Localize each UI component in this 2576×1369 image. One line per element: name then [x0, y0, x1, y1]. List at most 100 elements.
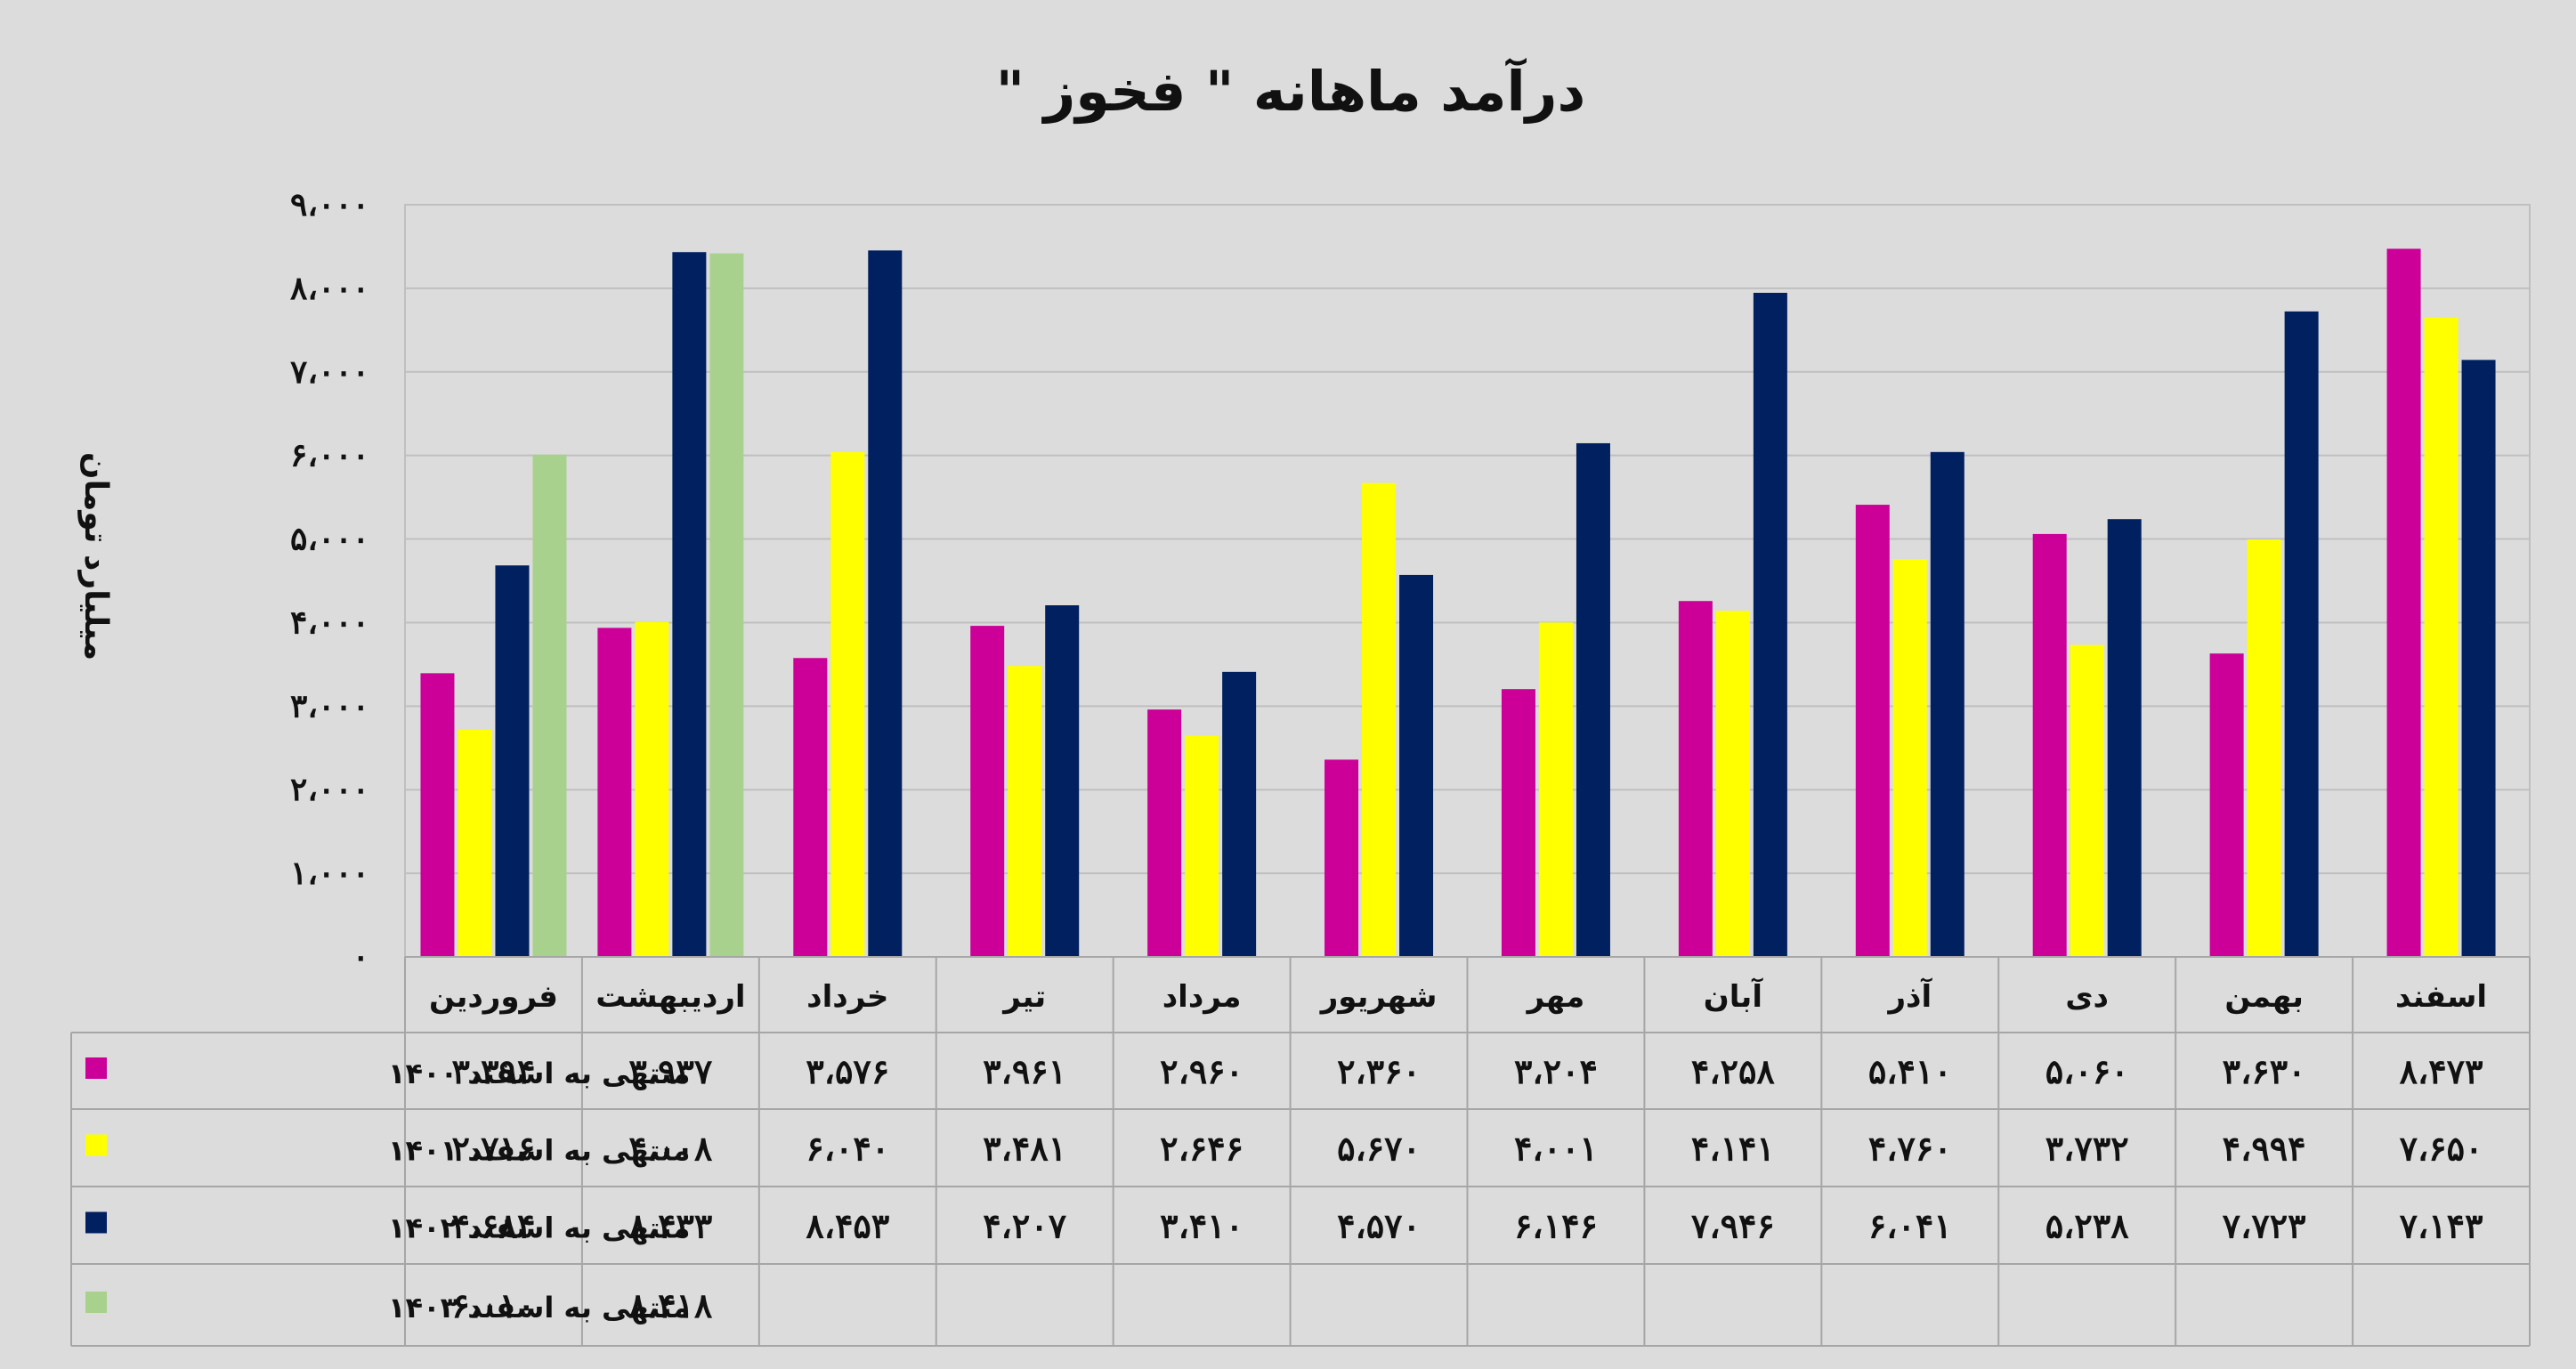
y-tick-label: ۴،۰۰۰: [290, 603, 369, 641]
data-label: ۳،۷۳۲: [2045, 1129, 2129, 1169]
bar: [420, 673, 455, 957]
data-label: ۳،۶۳۰: [2223, 1051, 2306, 1091]
bar: [2461, 360, 2496, 957]
bar: [1892, 559, 1927, 957]
bar: [2247, 539, 2281, 957]
legend-label: منتهی به اسفند ۱۴۰۲: [388, 1211, 690, 1245]
data-label: ۸،۴۳۳: [628, 1206, 712, 1246]
bar: [2284, 311, 2319, 957]
bar: [1399, 574, 1434, 957]
y-tick-label: ۳،۰۰۰: [290, 687, 369, 725]
data-label: ۳،۳۹۴: [452, 1051, 536, 1091]
y-tick-label: ۰: [352, 938, 369, 976]
data-label: ۲،۳۶۰: [1337, 1051, 1421, 1091]
bar: [2424, 317, 2459, 957]
bar: [1008, 666, 1042, 957]
bar: [970, 626, 1005, 957]
data-label: ۳،۴۸۱: [983, 1129, 1066, 1169]
data-label: ۸،۴۵۳: [806, 1206, 889, 1246]
data-label: ۵،۰۶۰: [2045, 1051, 2129, 1091]
data-label: ۴،۷۶۰: [1868, 1129, 1952, 1169]
data-label: ۷،۱۴۳: [2400, 1206, 2483, 1246]
bar: [2070, 644, 2104, 957]
bar: [1678, 601, 1713, 957]
data-label: ۳،۲۰۴: [1514, 1051, 1598, 1091]
y-tick-label: ۷،۰۰۰: [290, 353, 369, 391]
legend-label: منتهی به اسفند ۱۴۰۳: [388, 1291, 690, 1324]
bar: [1324, 759, 1359, 957]
data-label: ۴،۱۴۱: [1691, 1129, 1775, 1169]
data-label: ۲،۷۱۶: [452, 1129, 536, 1169]
bar: [495, 565, 530, 957]
bar: [2107, 519, 2142, 957]
bar: [672, 252, 707, 957]
legend-label: منتهی به اسفند ۱۴۰۰: [388, 1057, 690, 1090]
bar: [532, 454, 567, 957]
legend-label: منتهی به اسفند ۱۴۰۱: [388, 1134, 690, 1168]
legend-swatch: [85, 1057, 107, 1079]
x-tick-label: آبان: [1704, 977, 1764, 1015]
chart-title: درآمد ماهانه " فخوز ": [996, 57, 1586, 124]
data-label: ۴،۰۰۸: [628, 1129, 712, 1169]
y-axis-label: میلیارد تومان: [77, 452, 114, 660]
data-label: ۷،۷۲۳: [2223, 1206, 2306, 1246]
x-tick-label: شهریور: [1319, 979, 1438, 1015]
x-tick-label: فروردین: [429, 979, 558, 1015]
bar: [1855, 505, 1890, 957]
data-label: ۴،۹۹۴: [2223, 1129, 2306, 1169]
x-tick-label: اردیبهشت: [595, 979, 745, 1015]
data-label: ۴،۲۵۸: [1691, 1051, 1775, 1091]
bar: [1045, 605, 1080, 957]
bar: [2386, 248, 2421, 957]
x-tick-label: بهمن: [2224, 979, 2304, 1015]
x-tick-label: دی: [2065, 979, 2109, 1015]
data-label: ۷،۶۵۰: [2400, 1129, 2483, 1169]
data-label: ۳،۴۱۰: [1160, 1206, 1243, 1246]
bar: [793, 658, 828, 957]
data-label: ۴،۵۷۰: [1337, 1206, 1421, 1246]
data-label: ۴،۲۰۷: [983, 1206, 1066, 1246]
bar: [635, 621, 669, 957]
data-label: ۳،۵۷۶: [806, 1051, 889, 1091]
y-tick-label: ۶،۰۰۰: [290, 437, 369, 474]
data-label: ۶،۱۴۶: [1514, 1206, 1598, 1246]
x-tick-label: آذر: [1886, 977, 1932, 1015]
x-tick-label: مهر: [1526, 979, 1585, 1015]
bar: [1185, 735, 1219, 957]
y-tick-label: ۵،۰۰۰: [290, 521, 369, 558]
data-label: ۵،۲۳۸: [2045, 1206, 2129, 1246]
data-label: ۲،۹۶۰: [1160, 1051, 1243, 1091]
legend-swatch: [85, 1292, 107, 1313]
bar: [1222, 671, 1257, 957]
data-label: ۵،۶۷۰: [1337, 1129, 1421, 1169]
y-tick-label: ۸،۰۰۰: [290, 270, 369, 307]
data-label: ۳،۹۶۱: [983, 1051, 1066, 1091]
data-label: ۶،۰۴۰: [806, 1129, 889, 1169]
bar: [1362, 482, 1397, 957]
bar: [1147, 709, 1182, 957]
data-label: ۷،۹۴۶: [1691, 1206, 1775, 1246]
bar: [1930, 451, 1964, 957]
x-tick-label: مرداد: [1162, 979, 1242, 1015]
bar: [830, 451, 865, 957]
bar: [868, 250, 903, 958]
legend-swatch: [85, 1134, 107, 1156]
y-axis-ticks: ۰ ۱،۰۰۰ ۲،۰۰۰ ۳،۰۰۰ ۴،۰۰۰ ۵،۰۰۰ ۶،۰۰۰ ۷،۰۰۰ ۸،۰۰…: [290, 186, 369, 976]
data-label: ۸،۴۷۳: [2400, 1051, 2483, 1091]
data-table: فروردین اردیبهشت خرداد تیر مرداد شهریور مهر آبا…: [70, 956, 2531, 1347]
data-label: ۵،۴۱۰: [1868, 1051, 1952, 1091]
data-label: ۴،۰۰۱: [1514, 1129, 1598, 1169]
bar: [2209, 653, 2244, 957]
x-tick-label: تیر: [1001, 979, 1046, 1015]
data-label: ۲،۶۴۶: [1160, 1129, 1243, 1169]
bars-layer: [420, 248, 2496, 958]
legend-swatch: [85, 1211, 107, 1234]
bar: [709, 253, 744, 958]
bar: [1576, 442, 1610, 958]
bar: [1753, 292, 1787, 958]
data-label: ۸،۴۱۸: [628, 1285, 712, 1325]
x-tick-label: خرداد: [806, 979, 888, 1015]
data-label: ۳،۹۳۷: [628, 1051, 712, 1091]
bar: [1538, 622, 1573, 957]
